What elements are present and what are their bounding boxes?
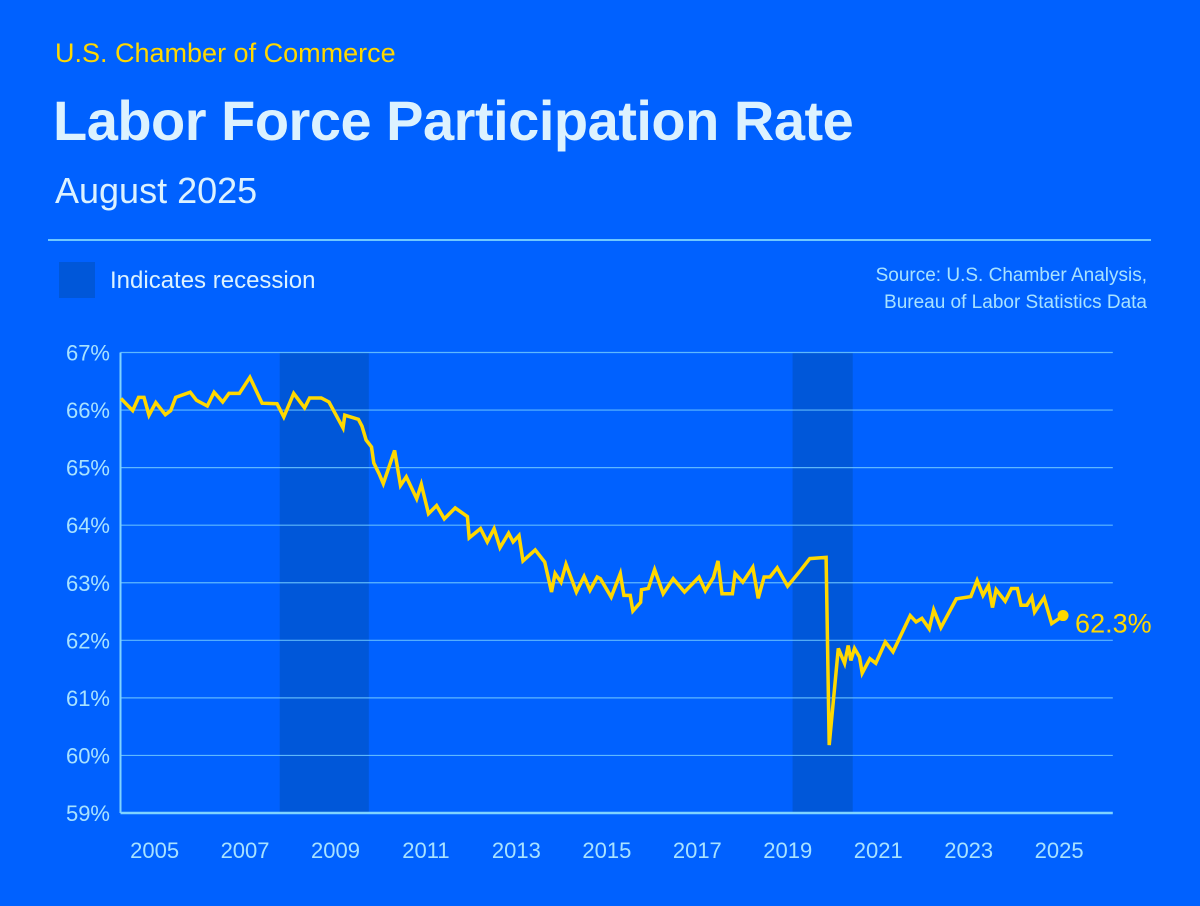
organization-name: U.S. Chamber of Commerce — [55, 38, 396, 68]
x-tick-label: 2007 — [221, 838, 270, 863]
x-tick-label: 2015 — [582, 838, 631, 863]
y-tick-label: 61% — [66, 686, 110, 711]
chart-subtitle: August 2025 — [55, 170, 258, 211]
participation-rate-line — [119, 373, 1065, 746]
y-tick-label: 67% — [66, 341, 110, 366]
latest-value-dot — [1057, 610, 1069, 622]
x-tick-label: 2011 — [402, 838, 449, 863]
recession-legend-swatch — [59, 262, 95, 298]
x-tick-label: 2013 — [492, 838, 541, 863]
source-note: Source: U.S. Chamber Analysis, Bureau of… — [876, 262, 1147, 316]
y-tick-label: 64% — [66, 513, 110, 538]
source-line-1: Source: U.S. Chamber Analysis, — [875, 265, 1147, 286]
x-tick-label: 2005 — [130, 838, 179, 863]
y-tick-label: 60% — [66, 743, 110, 768]
x-tick-label: 2023 — [944, 838, 993, 863]
source-line-2: Bureau of Labor Statistics Data — [884, 292, 1147, 313]
header-divider — [48, 239, 1151, 241]
y-tick-label: 66% — [66, 398, 110, 423]
y-tick-label: 63% — [66, 571, 110, 596]
x-tick-label: 2025 — [1035, 838, 1084, 863]
y-tick-label: 59% — [66, 801, 110, 826]
x-tick-label: 2021 — [854, 838, 903, 863]
y-tick-label: 65% — [66, 456, 110, 481]
x-tick-label: 2017 — [673, 838, 722, 863]
recession-legend-label: Indicates recession — [110, 267, 316, 294]
x-tick-label: 2009 — [311, 838, 360, 863]
chart-title: Labor Force Participation Rate — [53, 89, 854, 152]
x-tick-label: 2019 — [763, 838, 812, 863]
latest-value-label: 62.3% — [1075, 609, 1152, 639]
y-tick-label: 62% — [66, 628, 110, 653]
